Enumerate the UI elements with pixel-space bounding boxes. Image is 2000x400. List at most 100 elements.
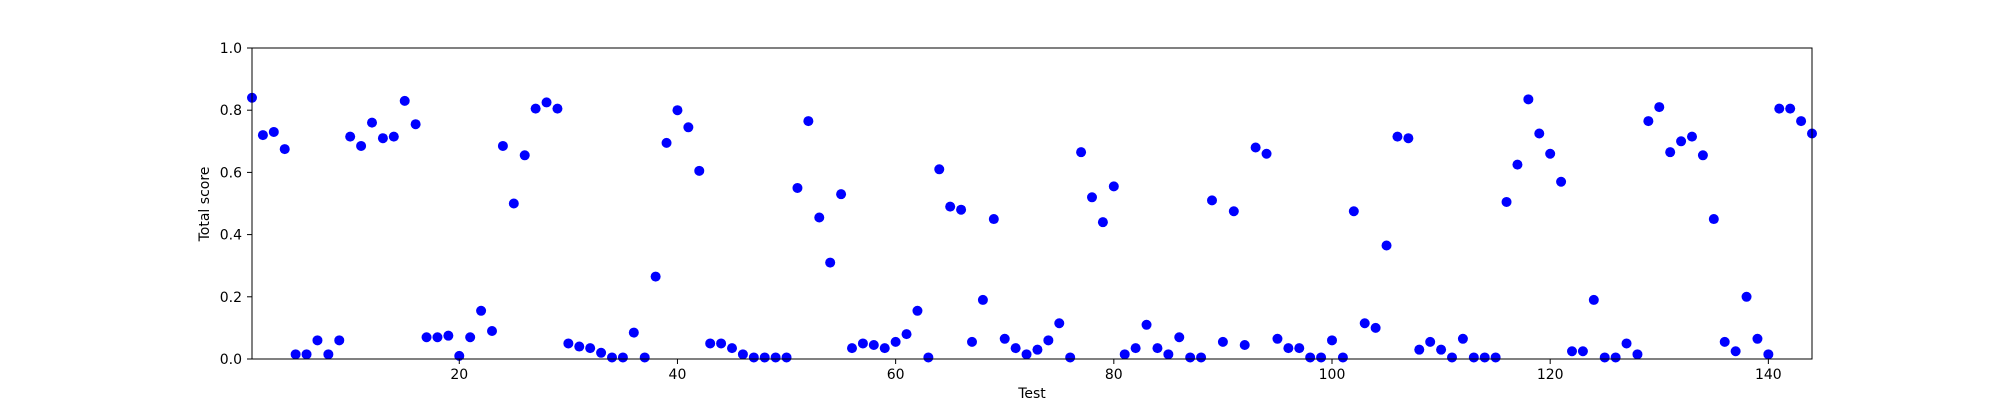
data-point xyxy=(1687,131,1697,142)
data-point xyxy=(1719,336,1730,347)
data-point xyxy=(967,336,977,347)
data-point xyxy=(301,349,312,360)
data-point xyxy=(1087,192,1097,203)
x-tick-label: 40 xyxy=(669,367,687,383)
data-point xyxy=(1708,214,1719,225)
data-point xyxy=(508,198,519,209)
data-point xyxy=(803,116,814,127)
data-point xyxy=(1065,352,1076,363)
data-point xyxy=(585,343,596,354)
data-point xyxy=(367,117,377,128)
data-point xyxy=(257,130,268,141)
data-point xyxy=(879,343,890,354)
data-point xyxy=(792,182,803,193)
data-point xyxy=(1305,352,1316,363)
data-point xyxy=(1479,352,1490,363)
data-points xyxy=(247,92,1817,363)
data-point xyxy=(552,103,563,114)
data-point xyxy=(759,352,770,363)
data-point xyxy=(596,347,607,358)
data-point xyxy=(1556,176,1567,187)
data-point xyxy=(465,332,476,343)
data-point xyxy=(1676,136,1687,147)
x-axis-label: Test xyxy=(1017,386,1046,400)
data-point xyxy=(901,329,912,340)
data-point xyxy=(628,327,639,338)
y-tick-label: 1.0 xyxy=(220,41,242,57)
data-point xyxy=(1610,352,1621,363)
data-point xyxy=(1697,150,1708,161)
data-point xyxy=(857,338,868,349)
data-point xyxy=(1457,333,1468,344)
data-point xyxy=(781,352,792,363)
x-tick-label: 140 xyxy=(1755,367,1782,383)
data-point xyxy=(1381,240,1392,251)
data-point xyxy=(1337,352,1348,363)
data-point xyxy=(868,340,879,351)
data-point xyxy=(1239,340,1250,351)
data-point xyxy=(825,257,836,268)
y-tick-label: 0.0 xyxy=(220,352,242,368)
data-point xyxy=(1141,319,1152,330)
data-point xyxy=(1097,217,1108,228)
data-point xyxy=(1654,102,1665,113)
data-point xyxy=(1534,128,1545,139)
data-point xyxy=(1021,349,1032,360)
data-point xyxy=(345,131,356,142)
data-point xyxy=(934,164,945,175)
data-point xyxy=(1468,352,1479,363)
x-tick-label: 80 xyxy=(1105,367,1123,383)
data-point xyxy=(923,352,934,363)
data-point xyxy=(716,338,727,349)
plot-frame xyxy=(251,47,1813,360)
data-point xyxy=(1174,332,1185,343)
data-point xyxy=(1185,352,1196,363)
data-point xyxy=(519,150,530,161)
data-point xyxy=(1588,294,1599,305)
data-point xyxy=(1643,116,1654,127)
data-point xyxy=(1665,147,1676,158)
data-point xyxy=(1545,148,1556,159)
data-point xyxy=(1730,346,1741,357)
data-point xyxy=(497,140,508,151)
data-point xyxy=(290,349,301,360)
data-point xyxy=(1752,333,1763,344)
data-point xyxy=(268,126,279,137)
data-point xyxy=(977,294,988,305)
data-point xyxy=(661,137,672,148)
data-point xyxy=(705,338,716,349)
data-point xyxy=(1447,352,1457,363)
x-tick-label: 120 xyxy=(1537,367,1564,383)
data-point xyxy=(399,95,410,106)
data-point xyxy=(1043,335,1054,346)
data-point xyxy=(541,97,552,108)
data-point xyxy=(1501,196,1512,207)
x-tick-label: 100 xyxy=(1319,367,1346,383)
data-point xyxy=(1228,206,1239,217)
data-point xyxy=(1217,336,1228,347)
x-tick-label: 20 xyxy=(450,367,468,383)
data-point xyxy=(1032,344,1043,355)
data-point xyxy=(312,335,323,346)
data-point xyxy=(1403,133,1414,144)
data-point xyxy=(1196,352,1207,363)
data-point xyxy=(443,330,454,341)
data-point xyxy=(1163,349,1174,360)
data-point xyxy=(476,305,487,316)
data-point xyxy=(1796,116,1807,127)
data-point xyxy=(1130,343,1141,354)
data-point xyxy=(1512,159,1523,170)
x-tick-label: 60 xyxy=(887,367,905,383)
data-point xyxy=(279,144,290,155)
y-axis-label: Total score xyxy=(197,167,213,243)
data-point xyxy=(1425,336,1436,347)
data-point xyxy=(650,271,661,282)
data-point xyxy=(683,122,694,133)
data-point xyxy=(727,343,737,354)
data-point xyxy=(1774,103,1785,114)
data-point xyxy=(334,335,345,346)
data-point xyxy=(1250,142,1261,153)
y-tick-label: 0.6 xyxy=(220,165,242,181)
data-point xyxy=(1392,131,1403,142)
data-point xyxy=(1207,195,1217,206)
